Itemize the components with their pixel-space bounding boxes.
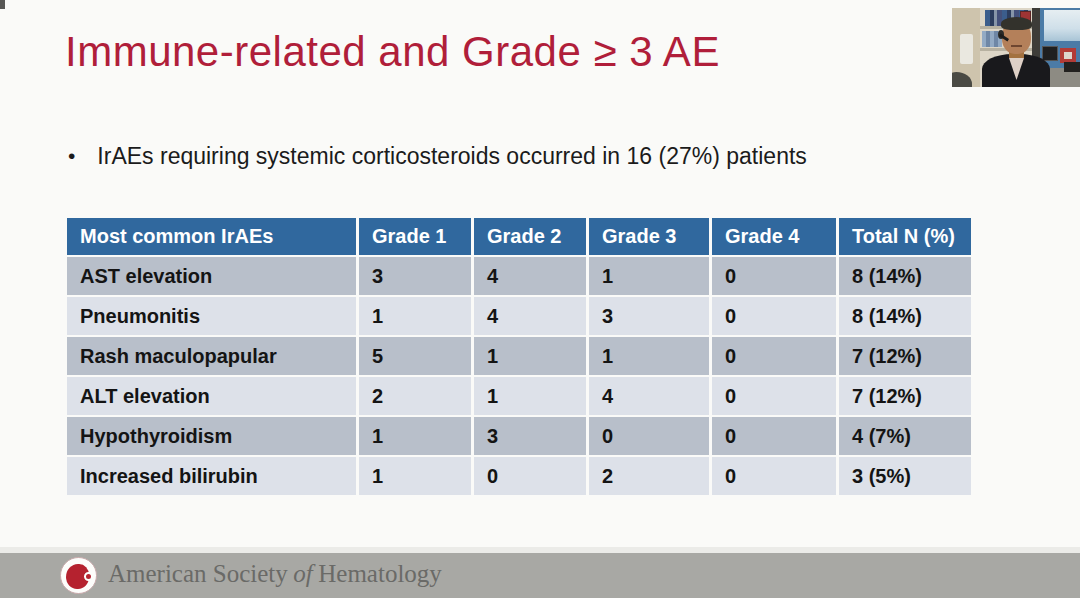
header-cell-total: Total N (%) bbox=[839, 218, 971, 255]
footer-org-suffix: Hematology bbox=[318, 560, 442, 587]
bullet-marker-icon: • bbox=[68, 141, 75, 171]
row-alt-grade1: 2 bbox=[359, 377, 471, 415]
row-rash-grade3: 1 bbox=[589, 337, 709, 375]
webcam-device bbox=[1064, 62, 1080, 72]
webcam-red-frame-photo bbox=[1064, 52, 1072, 59]
webcam-wall-panel bbox=[960, 34, 973, 64]
footer-org-prefix: American Society bbox=[108, 560, 288, 587]
row-ast-grade3: 1 bbox=[589, 257, 709, 295]
header-cell-grade-3: Grade 3 bbox=[589, 218, 709, 255]
ash-logo-dot bbox=[84, 572, 93, 581]
bullet-text: IrAEs requiring systemic corticosteroids… bbox=[97, 141, 806, 171]
presentation-slide: Immune-related and Grade ≥ 3 AE • IrAEs … bbox=[0, 0, 1080, 598]
row-bilirubin-label: Increased bilirubin bbox=[67, 457, 356, 495]
webcam-window bbox=[1044, 10, 1080, 41]
row-hypothyroidism-grade1: 1 bbox=[359, 417, 471, 455]
row-hypothyroidism-grade3: 0 bbox=[589, 417, 709, 455]
footer-organization: American SocietyofHematology bbox=[108, 560, 442, 588]
row-alt-grade2: 1 bbox=[474, 377, 586, 415]
header-cell-most-common-iraes: Most common IrAEs bbox=[67, 218, 356, 255]
row-rash-grade1: 5 bbox=[359, 337, 471, 375]
row-bilirubin-grade1: 1 bbox=[359, 457, 471, 495]
presenter-hair bbox=[1001, 17, 1032, 30]
header-cell-grade-1: Grade 1 bbox=[359, 218, 471, 255]
row-rash-label: Rash maculopapular bbox=[67, 337, 356, 375]
row-pneumonitis-grade3: 3 bbox=[589, 297, 709, 335]
row-bilirubin-grade3: 2 bbox=[589, 457, 709, 495]
header-cell-grade-2: Grade 2 bbox=[474, 218, 586, 255]
row-pneumonitis-grade1: 1 bbox=[359, 297, 471, 335]
row-rash-grade2: 1 bbox=[474, 337, 586, 375]
webcam-foreground-object bbox=[952, 72, 972, 87]
row-alt-grade4: 0 bbox=[712, 377, 836, 415]
row-pneumonitis-grade4: 0 bbox=[712, 297, 836, 335]
corner-artifact bbox=[0, 0, 5, 9]
ash-logo-icon bbox=[60, 557, 97, 594]
row-pneumonitis-total: 8 (14%) bbox=[839, 297, 971, 335]
header-cell-grade-4: Grade 4 bbox=[712, 218, 836, 255]
footer-org-of: of bbox=[293, 560, 312, 587]
row-rash-grade4: 0 bbox=[712, 337, 836, 375]
row-alt-label: ALT elevation bbox=[67, 377, 356, 415]
row-ast-grade2: 4 bbox=[474, 257, 586, 295]
row-hypothyroidism-label: Hypothyroidism bbox=[67, 417, 356, 455]
row-pneumonitis-label: Pneumonitis bbox=[67, 297, 356, 335]
row-ast-total: 8 (14%) bbox=[839, 257, 971, 295]
row-ast-label: AST elevation bbox=[67, 257, 356, 295]
row-alt-total: 7 (12%) bbox=[839, 377, 971, 415]
row-alt-grade3: 4 bbox=[589, 377, 709, 415]
row-ast-grade4: 0 bbox=[712, 257, 836, 295]
slide-title: Immune-related and Grade ≥ 3 AE bbox=[65, 28, 720, 76]
row-bilirubin-total: 3 (5%) bbox=[839, 457, 971, 495]
presenter-mouth bbox=[1011, 45, 1022, 47]
irae-table: Most common IrAEs Grade 1 Grade 2 Grade … bbox=[67, 218, 971, 495]
row-hypothyroidism-grade2: 3 bbox=[474, 417, 586, 455]
row-rash-total: 7 (12%) bbox=[839, 337, 971, 375]
row-hypothyroidism-grade4: 0 bbox=[712, 417, 836, 455]
row-hypothyroidism-total: 4 (7%) bbox=[839, 417, 971, 455]
row-pneumonitis-grade2: 4 bbox=[474, 297, 586, 335]
webcam-picture-frame bbox=[1042, 46, 1058, 61]
bullet-item: • IrAEs requiring systemic corticosteroi… bbox=[68, 141, 807, 171]
row-ast-grade1: 3 bbox=[359, 257, 471, 295]
presenter-webcam-video[interactable] bbox=[952, 8, 1080, 87]
row-bilirubin-grade2: 0 bbox=[474, 457, 586, 495]
row-bilirubin-grade4: 0 bbox=[712, 457, 836, 495]
